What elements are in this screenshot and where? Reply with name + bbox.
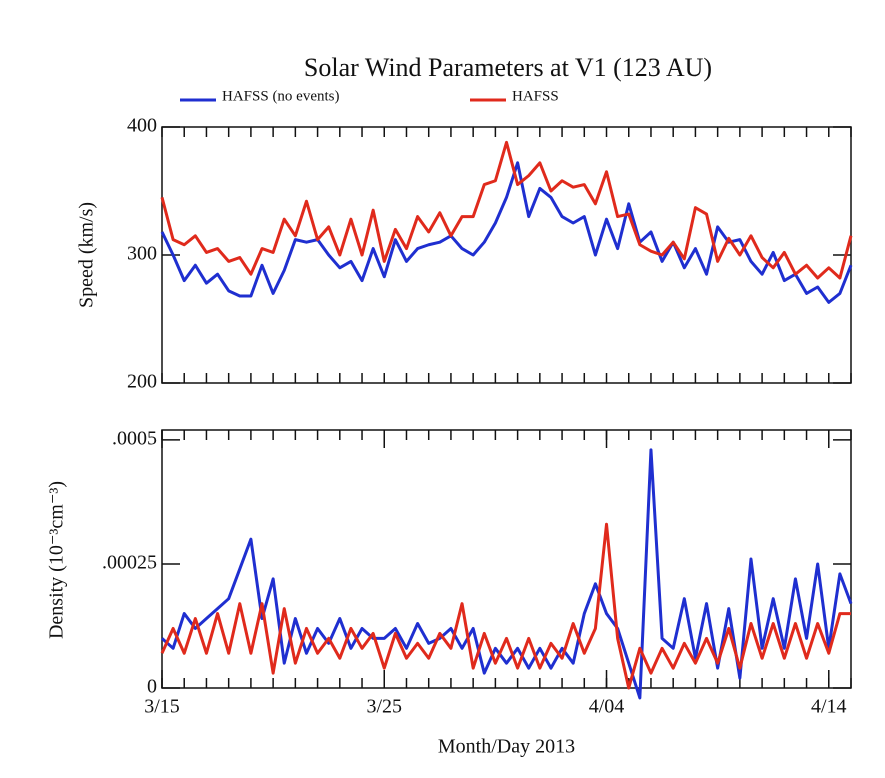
y-tick-label: 400 [127, 115, 157, 137]
data-line [160, 161, 853, 304]
chart-title: Solar Wind Parameters at V1 (123 AU) [304, 53, 712, 82]
y-tick-label: 300 [127, 243, 157, 265]
data-line [160, 140, 853, 280]
y-axis-label: Speed (km/s) [76, 202, 98, 308]
plot-frame [161, 429, 852, 689]
y-tick-label: 200 [127, 371, 157, 393]
legend-label: HAFSS [512, 88, 559, 104]
y-tick-label: .0005 [112, 428, 157, 450]
x-axis-label: Month/Day 2013 [438, 736, 575, 758]
x-tick-label: 4/14 [811, 696, 847, 718]
legend-label: HAFSS (no events) [222, 88, 340, 104]
y-tick-label: 0 [147, 676, 157, 698]
y-tick-label: .00025 [102, 552, 157, 574]
x-tick-label: 4/04 [589, 696, 625, 718]
y-axis-label: Density (10⁻³cm⁻³) [46, 481, 68, 639]
x-tick-label: 3/25 [366, 696, 402, 718]
data-line [160, 522, 851, 690]
x-tick-label: 3/15 [144, 696, 180, 718]
